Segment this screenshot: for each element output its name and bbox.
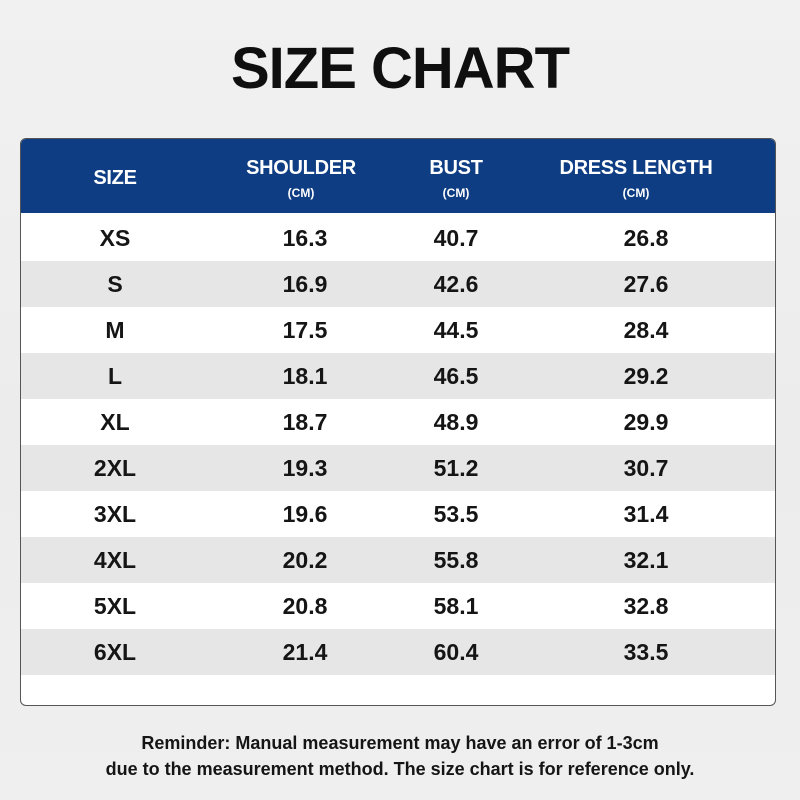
cell-dress-length: 32.1 bbox=[623, 547, 669, 573]
cell-shoulder: 16.3 bbox=[282, 225, 328, 251]
table-row: 3XL 19.6 53.5 31.4 bbox=[21, 491, 775, 537]
cell-shoulder: 17.5 bbox=[282, 317, 328, 343]
table-row: 6XL 21.4 60.4 33.5 bbox=[21, 629, 775, 675]
table-row: XL 18.7 48.9 29.9 bbox=[21, 399, 775, 445]
cell-size: S bbox=[107, 271, 123, 297]
reminder-line-1: Reminder: Manual measurement may have an… bbox=[141, 733, 659, 753]
cell-bust: 44.5 bbox=[433, 317, 479, 343]
cell-dress-length: 29.9 bbox=[623, 409, 669, 435]
cell-bust: 60.4 bbox=[433, 639, 479, 665]
table-row: M 17.5 44.5 28.4 bbox=[21, 307, 775, 353]
cell-size: 4XL bbox=[93, 547, 137, 573]
cell-shoulder: 20.2 bbox=[282, 547, 328, 573]
cell-size: XS bbox=[99, 225, 131, 251]
cell-shoulder: 19.3 bbox=[282, 455, 328, 481]
cell-bust: 51.2 bbox=[433, 455, 479, 481]
header-shoulder-label: SHOULDER bbox=[246, 157, 356, 179]
cell-size: 6XL bbox=[93, 639, 137, 665]
cell-bust: 53.5 bbox=[433, 501, 479, 527]
page-title: SIZE CHART bbox=[231, 36, 570, 101]
header-dress-length-label: DRESS LENGTH bbox=[559, 157, 713, 179]
header-shoulder: SHOULDER (CM) bbox=[201, 139, 401, 213]
cell-bust: 46.5 bbox=[433, 363, 479, 389]
cell-bust: 48.9 bbox=[433, 409, 479, 435]
table-row: 5XL 20.8 58.1 32.8 bbox=[21, 583, 775, 629]
cell-size: 2XL bbox=[93, 455, 137, 481]
cell-shoulder: 19.6 bbox=[282, 501, 328, 527]
cell-shoulder: 20.8 bbox=[282, 593, 328, 619]
cell-dress-length: 30.7 bbox=[623, 455, 669, 481]
header-bust: BUST (CM) bbox=[381, 139, 531, 213]
header-bust-unit: (CM) bbox=[442, 186, 470, 200]
table-row: XS 16.3 40.7 26.8 bbox=[21, 215, 775, 261]
cell-dress-length: 28.4 bbox=[623, 317, 669, 343]
header-size-label: SIZE bbox=[93, 167, 137, 189]
header-bust-label: BUST bbox=[429, 157, 483, 179]
table-row: 2XL 19.3 51.2 30.7 bbox=[21, 445, 775, 491]
cell-dress-length: 27.6 bbox=[623, 271, 669, 297]
header-dress-length: DRESS LENGTH (CM) bbox=[531, 139, 741, 213]
size-chart-table: SIZE SHOULDER (CM) BUST (CM) DRESS LENGT… bbox=[20, 138, 776, 706]
reminder-line-2: due to the measurement method. The size … bbox=[105, 759, 695, 779]
table-header: SIZE SHOULDER (CM) BUST (CM) DRESS LENGT… bbox=[21, 139, 775, 213]
cell-shoulder: 18.7 bbox=[282, 409, 328, 435]
cell-size: 3XL bbox=[93, 501, 137, 527]
cell-bust: 58.1 bbox=[433, 593, 479, 619]
cell-dress-length: 33.5 bbox=[623, 639, 669, 665]
header-dress-length-unit: (CM) bbox=[622, 186, 650, 200]
cell-shoulder: 18.1 bbox=[282, 363, 328, 389]
cell-dress-length: 26.8 bbox=[623, 225, 669, 251]
cell-size: 5XL bbox=[93, 593, 137, 619]
cell-size: XL bbox=[100, 409, 130, 435]
table-row: L 18.1 46.5 29.2 bbox=[21, 353, 775, 399]
cell-dress-length: 32.8 bbox=[623, 593, 669, 619]
cell-size: L bbox=[107, 363, 123, 389]
table-row: S 16.9 42.6 27.6 bbox=[21, 261, 775, 307]
cell-shoulder: 16.9 bbox=[282, 271, 328, 297]
cell-bust: 55.8 bbox=[433, 547, 479, 573]
reminder-note: Reminder: Manual measurement may have an… bbox=[0, 730, 800, 782]
header-shoulder-unit: (CM) bbox=[287, 186, 315, 200]
table-row: 4XL 20.2 55.8 32.1 bbox=[21, 537, 775, 583]
cell-dress-length: 31.4 bbox=[623, 501, 669, 527]
cell-size: M bbox=[105, 317, 125, 343]
cell-bust: 40.7 bbox=[433, 225, 479, 251]
cell-bust: 42.6 bbox=[433, 271, 479, 297]
cell-dress-length: 29.2 bbox=[623, 363, 669, 389]
header-size: SIZE bbox=[45, 139, 185, 213]
cell-shoulder: 21.4 bbox=[282, 639, 328, 665]
